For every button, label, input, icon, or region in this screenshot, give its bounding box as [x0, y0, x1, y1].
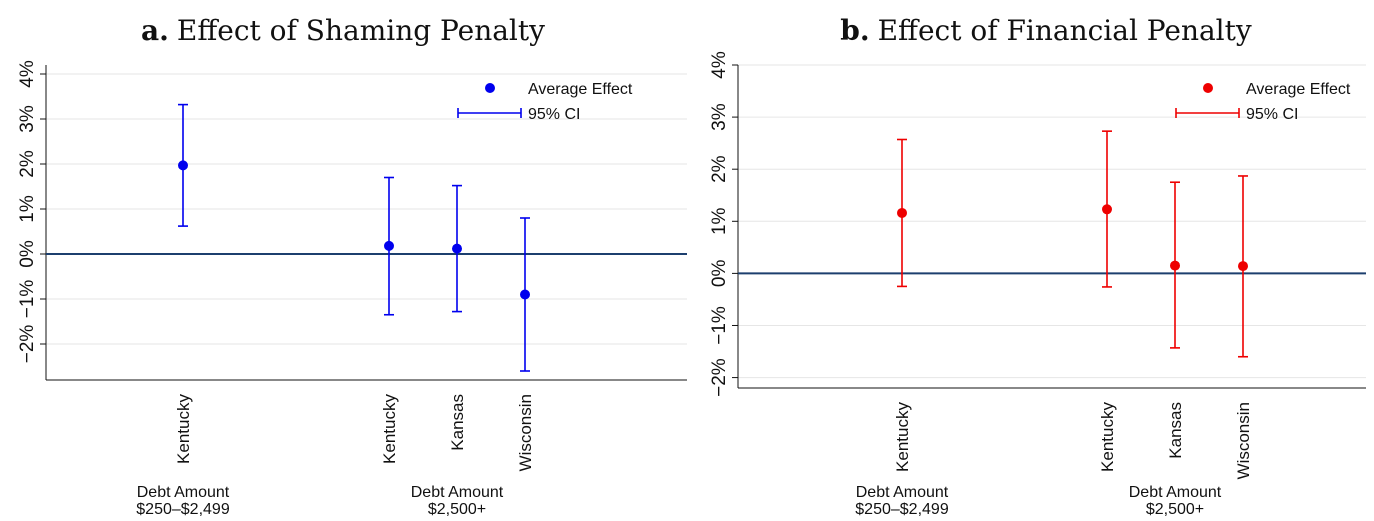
legend-95-ci: 95% CI	[1246, 106, 1298, 123]
category-labels: Kentucky Kentucky Kansas Wisconsin	[893, 402, 1253, 480]
category-label: Wisconsin	[516, 394, 535, 471]
point-estimate	[897, 207, 907, 218]
group-label-low-line2: $250–$2,499	[136, 501, 230, 518]
legend-average-effect: Average Effect	[1246, 81, 1351, 98]
legend: Average Effect 95% CI	[457, 81, 633, 123]
point-estimate	[452, 243, 462, 254]
group-label-high-line1: Debt Amount	[411, 484, 504, 501]
panel-title-text: Effect of Shaming Penalty	[177, 14, 545, 47]
gridlines	[46, 73, 687, 345]
group-labels: Debt Amount $250–$2,499 Debt Amount $2,5…	[855, 484, 1222, 518]
y-axis: −2% −1% 0% 1% 2% 3% 4%	[709, 51, 1366, 397]
group-label-low-line1: Debt Amount	[856, 484, 949, 501]
point-estimate	[520, 289, 530, 300]
estimates	[897, 130, 1248, 358]
category-label: Wisconsin	[1234, 402, 1253, 479]
point-estimate	[1238, 261, 1248, 272]
category-label: Kentucky	[174, 394, 193, 464]
category-label: Kansas	[448, 394, 467, 451]
panel-letter: b.	[840, 14, 869, 47]
y-tick-label: 3%	[17, 105, 38, 133]
point-estimate	[1102, 204, 1112, 215]
legend-average-effect: Average Effect	[528, 81, 633, 98]
y-tick-label: 0%	[17, 240, 38, 268]
category-label: Kentucky	[380, 394, 399, 464]
legend-95-ci: 95% CI	[528, 106, 580, 123]
legend-point-marker	[1203, 83, 1213, 93]
category-label: Kansas	[1166, 402, 1185, 459]
category-label: Kentucky	[1098, 402, 1117, 472]
group-label-high-line2: $2,500+	[1146, 501, 1204, 518]
panel-title: a. Effect of Shaming Penalty	[141, 14, 545, 47]
estimates	[178, 103, 530, 372]
gridlines	[738, 64, 1366, 379]
y-tick-label: −1%	[709, 306, 730, 345]
y-tick-label: −2%	[709, 358, 730, 397]
group-label-low-line2: $250–$2,499	[855, 501, 949, 518]
legend-point-marker	[485, 83, 495, 93]
y-tick-label: −1%	[17, 280, 38, 319]
y-tick-label: 1%	[709, 207, 730, 235]
panel-title-text: Effect of Financial Penalty	[878, 14, 1252, 47]
panel-letter: a.	[141, 14, 169, 47]
category-labels: Kentucky Kentucky Kansas Wisconsin	[174, 394, 535, 472]
legend: Average Effect 95% CI	[1175, 81, 1351, 123]
point-estimate	[178, 160, 188, 171]
y-tick-label: 3%	[709, 103, 730, 131]
group-labels: Debt Amount $250–$2,499 Debt Amount $2,5…	[136, 484, 504, 518]
y-tick-label: 4%	[17, 60, 38, 88]
group-label-low-line1: Debt Amount	[137, 484, 230, 501]
y-tick-label: 0%	[709, 260, 730, 288]
y-axis: −2% −1% 0% 1% 2% 3% 4%	[17, 60, 687, 381]
y-tick-label: −2%	[17, 325, 38, 364]
panel-shaming-penalty: a. Effect of Shaming Penalty −2% −1% 0% 1% 2%…	[17, 14, 687, 518]
category-label: Kentucky	[893, 402, 912, 472]
y-tick-label: 4%	[709, 51, 730, 79]
point-estimate	[384, 240, 394, 251]
group-label-high-line2: $2,500+	[428, 501, 486, 518]
y-tick-label: 2%	[17, 150, 38, 178]
y-tick-label: 1%	[17, 195, 38, 223]
group-label-high-line1: Debt Amount	[1129, 484, 1222, 501]
panel-title: b. Effect of Financial Penalty	[840, 14, 1252, 47]
panel-financial-penalty: b. Effect of Financial Penalty −2% −1% 0% 1%…	[709, 14, 1366, 518]
point-estimate	[1170, 260, 1180, 271]
y-tick-label: 2%	[709, 155, 730, 183]
